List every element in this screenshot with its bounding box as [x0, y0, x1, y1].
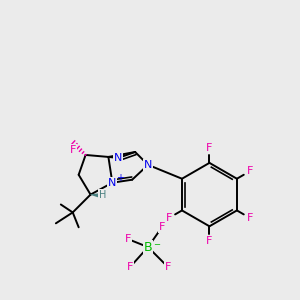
Text: F: F	[247, 166, 253, 176]
Text: N: N	[144, 160, 152, 170]
Text: N: N	[108, 178, 116, 188]
Text: F: F	[70, 145, 76, 155]
Text: F: F	[127, 262, 134, 272]
Text: F: F	[206, 236, 213, 246]
Text: F: F	[159, 222, 165, 232]
Text: F: F	[247, 213, 253, 223]
Text: F: F	[206, 143, 213, 153]
Text: +: +	[116, 173, 124, 183]
Text: B: B	[144, 241, 152, 254]
Polygon shape	[91, 193, 101, 198]
Text: F: F	[165, 262, 171, 272]
Text: F: F	[166, 213, 172, 223]
Text: F: F	[125, 234, 131, 244]
Text: H: H	[99, 190, 106, 200]
Text: −: −	[153, 240, 160, 249]
Text: N: N	[114, 153, 122, 163]
